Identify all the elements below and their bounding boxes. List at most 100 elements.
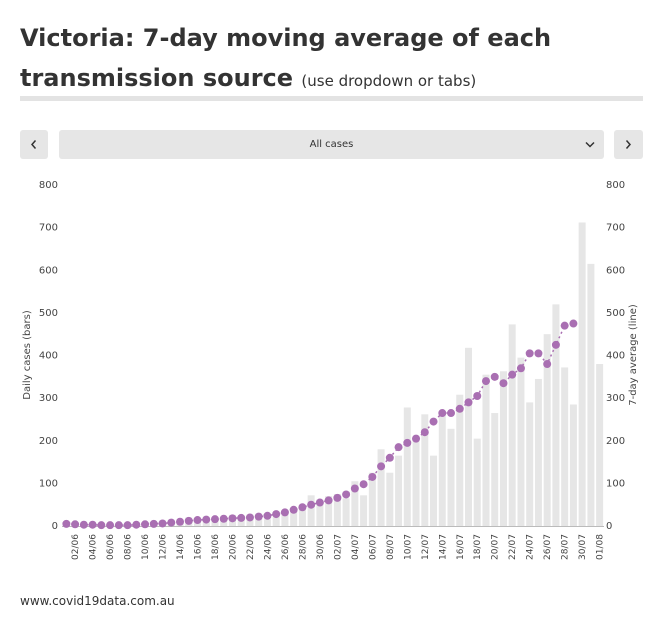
line-point: [385, 453, 394, 462]
y2-tick-label: 300: [606, 393, 625, 404]
prev-icon: [31, 140, 37, 149]
bar: [465, 347, 472, 526]
x-tick-label: 08/06: [124, 534, 134, 560]
line-point: [481, 377, 490, 386]
bar: [403, 407, 411, 526]
bar: [351, 481, 359, 526]
line-point: [245, 513, 254, 522]
line-point: [403, 438, 412, 447]
x-tick-label: 16/06: [194, 534, 204, 560]
bar: [395, 455, 403, 526]
y2-tick-label: 400: [606, 351, 625, 362]
bar: [587, 263, 595, 526]
line-point: [141, 520, 150, 529]
bar: [316, 499, 324, 526]
x-tick-label: 10/07: [403, 534, 413, 560]
line-point: [508, 370, 517, 379]
y2-tick-label: 0: [606, 521, 612, 532]
line-point: [176, 517, 185, 526]
x-tick-label: 10/06: [141, 534, 151, 560]
line-point: [184, 516, 193, 525]
line-point: [228, 514, 237, 523]
bar: [290, 508, 298, 526]
line-point: [202, 515, 211, 524]
line-point: [377, 462, 386, 471]
line-point: [263, 511, 272, 520]
line-point: [132, 520, 141, 529]
line-point: [289, 505, 298, 514]
line-point: [569, 319, 578, 328]
y-axis-title: Daily cases (bars): [22, 310, 33, 400]
line-point: [298, 503, 307, 512]
line-point: [123, 521, 132, 530]
bar: [360, 495, 368, 526]
y-tick-label: 100: [39, 478, 58, 489]
line-point: [272, 510, 281, 519]
bar: [447, 428, 455, 526]
line-point: [516, 364, 525, 373]
bar: [220, 520, 228, 526]
y-tick-label: 0: [52, 521, 58, 532]
line-point: [464, 398, 473, 407]
y2-tick-label: 200: [606, 436, 625, 447]
bar: [325, 496, 333, 526]
bar: [526, 402, 534, 526]
line-point: [193, 516, 202, 525]
bar: [377, 449, 385, 526]
y-tick-label: 300: [39, 393, 58, 404]
x-tick-label: 24/06: [263, 534, 273, 560]
bar: [491, 413, 499, 526]
x-tick-label: 22/06: [246, 534, 256, 560]
y-tick-label: 700: [39, 223, 58, 234]
bar: [281, 513, 289, 526]
line-point: [473, 391, 482, 400]
line-point: [62, 519, 71, 528]
bar: [552, 304, 560, 526]
x-tick-label: 18/06: [211, 534, 221, 560]
title: Victoria: 7-day moving average of each t…: [20, 18, 620, 101]
dropdown[interactable]: All cases: [59, 130, 604, 159]
bar: [342, 498, 350, 526]
prev-button[interactable]: [20, 130, 48, 159]
next-button[interactable]: [614, 130, 643, 159]
line-point: [219, 514, 228, 523]
line-point: [79, 520, 88, 529]
bar: [482, 374, 490, 526]
bar: [596, 364, 604, 526]
x-tick-label: 08/07: [386, 534, 396, 560]
bar: [298, 505, 306, 526]
bar: [246, 517, 254, 526]
x-tick-label: 14/06: [176, 534, 186, 560]
y2-tick-label: 500: [606, 308, 625, 319]
line-point: [315, 498, 324, 507]
line-point: [394, 443, 403, 452]
y-tick-label: 500: [39, 308, 58, 319]
bar: [333, 494, 341, 526]
line-point: [333, 493, 342, 502]
x-tick-label: 28/06: [298, 534, 308, 560]
bar: [561, 367, 569, 526]
line-point: [149, 519, 158, 528]
bar: [456, 394, 464, 526]
x-tick-label: 26/06: [281, 534, 291, 560]
x-tick-label: 28/07: [561, 534, 571, 560]
x-tick-label: 26/07: [543, 534, 553, 560]
x-tick-label: 12/06: [159, 534, 169, 560]
line-point: [525, 349, 534, 358]
line-point: [254, 512, 263, 521]
line-point: [420, 428, 429, 437]
y-tick-label: 200: [39, 436, 58, 447]
bar: [534, 378, 542, 526]
title-text: Victoria: 7-day moving average of each t…: [20, 24, 552, 92]
x-tick-label: 01/08: [596, 534, 606, 560]
line-point: [534, 349, 543, 358]
x-tick-label: 02/07: [333, 534, 343, 560]
bar: [368, 472, 376, 526]
x-tick-label: 04/07: [351, 534, 361, 560]
line-point: [490, 372, 499, 381]
bar: [543, 334, 551, 526]
bar: [386, 472, 394, 526]
y-tick-label: 600: [39, 265, 58, 276]
